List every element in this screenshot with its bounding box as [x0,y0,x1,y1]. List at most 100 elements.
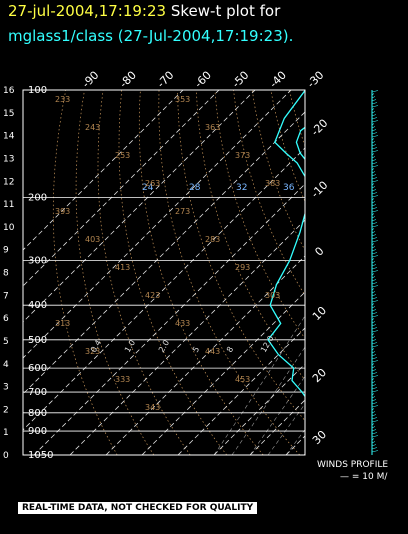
plot-border [22,89,306,456]
wind-barb [371,102,378,105]
wind-barb [371,195,379,198]
wind-barb [371,264,377,267]
wind-barb [371,198,375,201]
wind-barb [371,297,378,300]
wind-barb [371,417,378,420]
wind-barb [371,165,379,168]
moist-adiabat [285,429,305,455]
isotherm [23,90,220,287]
pressure-tick-label: 800 [28,408,47,419]
wind-barb [371,147,378,150]
wind-barb [371,354,377,357]
wind-barb [371,420,379,423]
wind-barb [371,117,378,120]
wind-barb [371,144,377,147]
wind-barb [371,357,378,360]
wind-barb [371,207,378,210]
moist-adiabat [322,198,408,455]
height-tick-label: 6 [3,314,9,324]
dry-adiabat-label: 373 [235,151,250,160]
wind-barb [371,429,377,432]
right-temp-tick-label: 30 [310,428,329,447]
moist-ratio-label: 1.0 [123,338,137,354]
wind-barb [371,309,377,312]
wind-barb [371,216,376,219]
wind-barb [371,129,377,132]
wind-barb [371,246,376,249]
mixing-ratio-label: 32 [236,183,247,193]
height-tick-label: 1 [3,428,9,438]
isotherm [105,255,305,455]
wind-barb [371,168,375,171]
dry-adiabat [97,90,191,455]
wind-barb [371,138,375,141]
isotherm [213,363,305,455]
height-tick-label: 9 [3,246,9,256]
height-tick-label: 13 [3,154,14,164]
wind-barb [371,423,375,426]
wind-barb [371,300,379,303]
wind-barb [371,204,377,207]
height-tick-label: 12 [3,177,14,187]
wind-barb [371,270,379,273]
wind-barb [371,225,379,228]
wind-barb [371,108,375,111]
mixing-ratio-label: 36 [283,183,295,193]
wind-barb [371,123,375,126]
dry-adiabat-label: 383 [265,179,280,188]
wind-barb [371,141,376,144]
height-tick-label: 4 [3,360,9,370]
wind-barb [371,132,378,135]
height-tick-label: 8 [3,269,9,279]
wind-barb [371,153,375,156]
dry-adiabat-label: 413 [115,263,130,272]
wind-barb [371,219,377,222]
dry-adiabat-label: 283 [205,235,220,244]
dry-adiabat [233,90,305,297]
moist-adiabat [231,346,305,455]
dry-adiabat-label: 333 [115,375,130,384]
dry-adiabat-label: 243 [85,123,100,132]
isotherm [141,291,305,455]
right-temp-tick-label: 10 [310,304,329,323]
wind-barb [371,282,378,285]
wind-barb [371,273,375,276]
isotherm [23,90,256,323]
dry-adiabat-label: 423 [145,291,160,300]
wind-barb [371,210,379,213]
wind-barb [371,159,377,162]
wind-barb [371,426,376,429]
wind-barb [371,324,377,327]
wind-barb [371,351,376,354]
dry-adiabat [308,90,408,455]
top-temp-tick-label: -80 [117,69,139,91]
wind-barb [371,378,375,381]
isotherm [69,219,305,455]
wind-barb [371,174,377,177]
wind-barb [371,396,376,399]
isotherm [23,111,305,395]
wind-barb [371,111,376,114]
wind-barb [371,408,375,411]
wind-barb [371,99,377,102]
dry-adiabat-label: 323 [85,347,100,356]
wind-barb [371,96,376,99]
dry-adiabat [158,90,301,455]
wind-barb [371,447,378,450]
wind-barb [371,120,379,123]
title-date: 27-jul-2004,17:19:23 [8,2,167,20]
isotherm [23,90,292,359]
dry-adiabat-label: 433 [175,319,190,328]
top-temp-tick-label: -50 [230,69,252,91]
wind-barb [371,306,376,309]
top-temp-tick-label: -60 [192,69,214,91]
winds-profile-label: WINDS PROFILE [317,460,389,470]
wind-barb [371,177,378,180]
mixing-ratio-label: 24 [142,183,154,193]
title-text: Skew-t plot for [170,2,281,20]
dry-adiabat [52,90,118,455]
wind-barb [371,201,376,204]
wind-barb [371,252,378,255]
dry-adiabat [118,90,228,455]
